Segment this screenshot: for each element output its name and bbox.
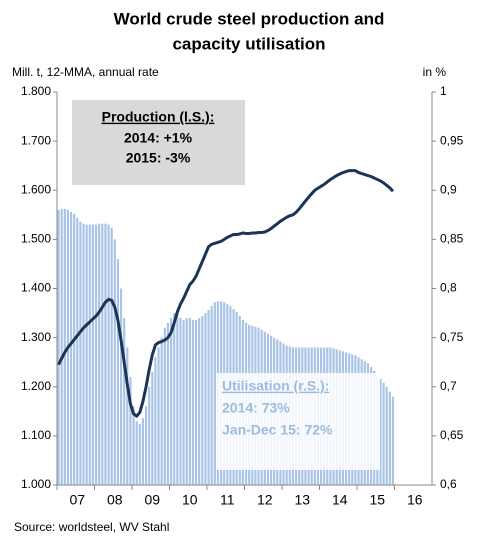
y-tick-label: 1.400 <box>21 281 51 295</box>
y2-tick-label: 0,8 <box>440 281 457 295</box>
bar <box>107 224 110 485</box>
bar <box>73 213 76 485</box>
bar <box>210 306 213 485</box>
x-tick-label: 12 <box>257 492 273 508</box>
x-tick-label: 07 <box>70 492 86 508</box>
y-tick-label: 1.800 <box>21 84 51 98</box>
bar <box>163 327 166 485</box>
annotation-box <box>216 373 380 470</box>
annotation: 2014: 73% <box>222 400 290 416</box>
bar <box>382 382 385 485</box>
y2-tick-label: 0,7 <box>440 379 457 393</box>
bar <box>176 313 179 485</box>
bar <box>132 406 135 485</box>
bar <box>104 223 107 485</box>
bar <box>151 372 154 485</box>
bar <box>179 317 182 485</box>
annotation-title: Utilisation (r.S.): <box>222 378 329 394</box>
bar <box>148 386 151 485</box>
bar <box>182 319 185 485</box>
bar <box>185 317 188 485</box>
bar <box>173 313 176 485</box>
bar <box>207 310 210 485</box>
bar <box>385 386 388 485</box>
x-tick-label: 08 <box>107 492 123 508</box>
bar <box>194 319 198 485</box>
bar <box>160 337 163 485</box>
x-tick-label: 14 <box>332 492 348 508</box>
bar <box>141 418 145 485</box>
bar <box>379 378 382 485</box>
x-tick-label: 11 <box>220 492 235 508</box>
bar <box>388 391 391 485</box>
annotation-box <box>72 100 245 185</box>
y2-tick-label: 0,6 <box>440 477 457 491</box>
chart-title: capacity utilisation <box>172 34 325 53</box>
bar <box>138 424 141 485</box>
y-tick-label: 1.600 <box>21 182 51 196</box>
bar <box>191 319 195 485</box>
bar <box>169 317 173 485</box>
y-tick-label: 1.700 <box>21 133 51 147</box>
x-tick-label: 09 <box>145 492 161 508</box>
bar <box>101 223 104 485</box>
bar <box>57 209 60 485</box>
bar <box>144 406 148 485</box>
bar <box>201 316 204 485</box>
bar <box>60 208 63 486</box>
bar <box>154 357 157 485</box>
bar <box>135 421 138 485</box>
bar <box>213 302 216 485</box>
bar <box>157 347 160 485</box>
source: Source: worldsteel, WV Stahl <box>14 520 169 534</box>
y2-tick-label: 0,95 <box>440 133 464 147</box>
y-tick-label: 1.300 <box>21 330 51 344</box>
bar <box>82 223 85 485</box>
bar <box>188 317 191 485</box>
line <box>57 169 395 418</box>
x-tick-label: 10 <box>182 492 198 508</box>
annotation-title: Production (l.S.): <box>102 109 215 125</box>
x-tick-label: 13 <box>295 492 311 508</box>
y2-tick-label: 1 <box>440 84 447 98</box>
bar <box>113 239 116 485</box>
bar <box>391 396 395 485</box>
bar <box>69 211 73 486</box>
y2-tick-label: 0,85 <box>440 232 464 246</box>
y-tick-label: 1.200 <box>21 379 51 393</box>
annotation: 2015: -3% <box>126 150 191 166</box>
y-tick-label: 1.100 <box>21 428 51 442</box>
bar <box>63 208 66 486</box>
annotation: 2014: +1% <box>124 130 193 146</box>
bar <box>98 223 101 485</box>
bar <box>85 224 88 485</box>
bar <box>76 217 79 485</box>
annotation: Jan-Dec 15: 72% <box>222 422 333 438</box>
chart-title: World crude steel production and <box>114 9 385 28</box>
bar <box>123 317 126 485</box>
x-tick-label: 16 <box>407 492 423 508</box>
bar <box>198 317 201 485</box>
bar <box>129 376 132 485</box>
bar <box>94 224 98 485</box>
y2-tick-label: 0,65 <box>440 428 464 442</box>
bar <box>116 259 120 485</box>
y2-tick-label: 0,9 <box>440 182 457 196</box>
x-tick-label: 15 <box>370 492 386 508</box>
bar <box>126 347 129 485</box>
y2-tick-label: 0,75 <box>440 330 464 344</box>
bar <box>91 224 95 485</box>
y-tick-label: 1.500 <box>21 232 51 246</box>
y-tick-label: 1.000 <box>21 477 51 491</box>
y2-axis-label: in % <box>423 65 447 79</box>
bar <box>166 322 170 485</box>
y-axis-label: Mill. t, 12-MMA, annual rate <box>12 65 159 79</box>
bar <box>119 288 123 485</box>
bar <box>110 227 113 485</box>
bar <box>79 221 82 485</box>
bar <box>204 313 207 485</box>
bar <box>88 224 91 485</box>
